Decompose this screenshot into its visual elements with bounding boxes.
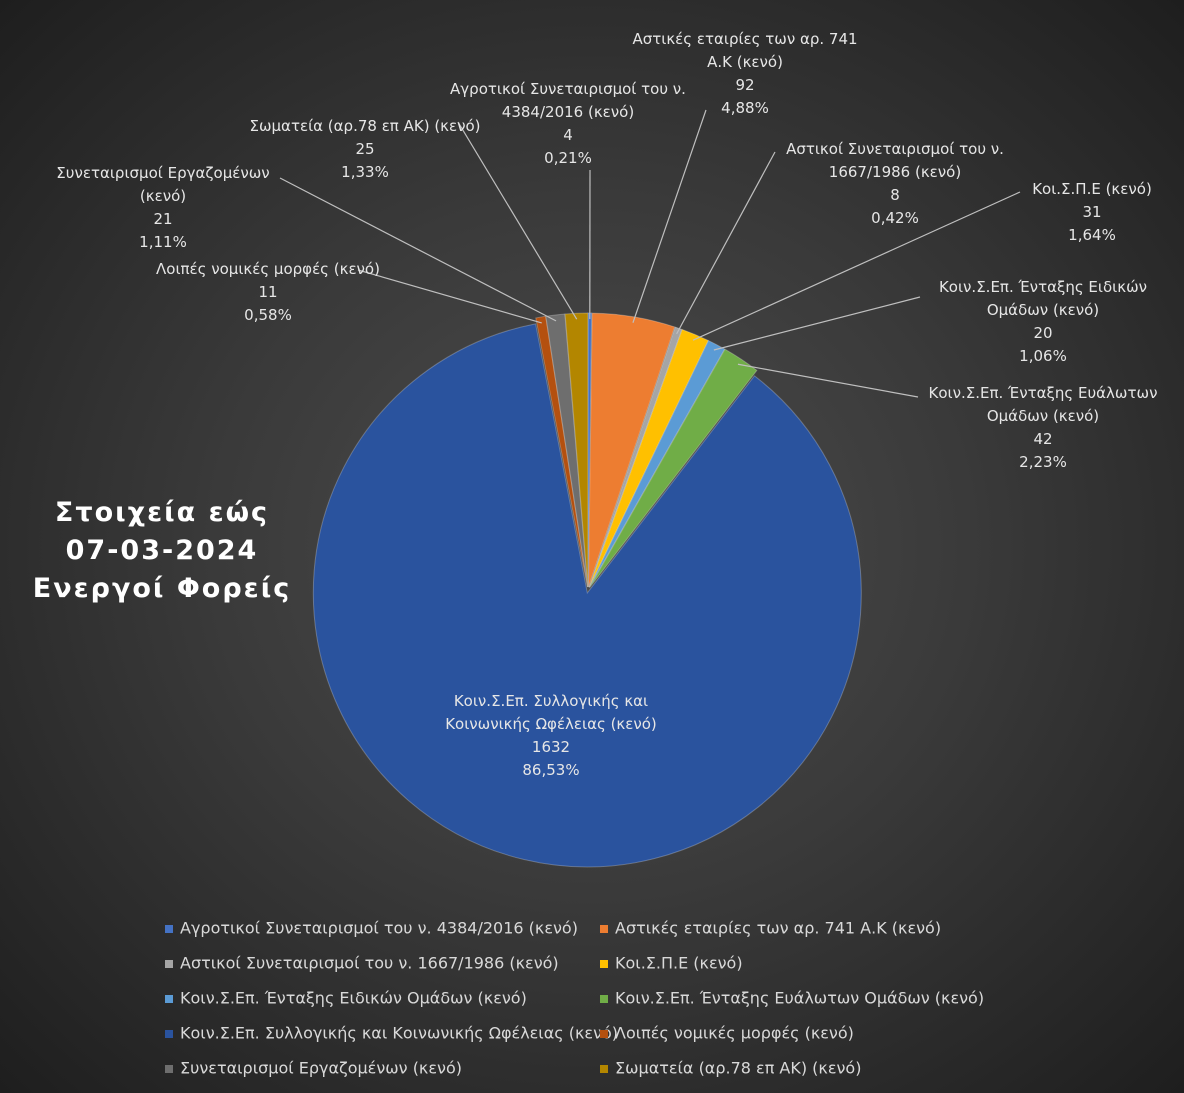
leader-line: [632, 109, 707, 323]
legend-label: Λοιπές νομικές μορφές (κενό): [615, 1024, 854, 1043]
legend-marker: [600, 925, 608, 933]
pie-slice: [587, 312, 676, 588]
leader-line: [357, 269, 542, 324]
data-label-name: Κοι.Σ.Π.Ε (κενό): [1032, 180, 1152, 198]
legend-marker: [165, 925, 173, 933]
legend-marker: [165, 995, 173, 1003]
legend-label: Κοι.Σ.Π.Ε (κενό): [615, 954, 743, 973]
pie-slice: [588, 339, 726, 588]
data-label-name: Κοιν.Σ.Επ. Συλλογικής και Κοινωνικής Ωφέ…: [445, 692, 657, 733]
leader-line: [713, 296, 921, 351]
legend-marker: [600, 1030, 608, 1038]
data-label-percent: 1,33%: [341, 163, 389, 181]
data-label-name: Κοιν.Σ.Επ. Ένταξης Ειδικών Ομάδων (κενό): [938, 278, 1148, 319]
legend-marker: [165, 960, 173, 968]
legend-label: Αστικοί Συνεταιρισμοί του ν. 1667/1986 (…: [180, 954, 559, 973]
data-label: Αστικοί Συνεταιρισμοί του ν. 1667/1986 (…: [775, 138, 1015, 230]
leader-line: [279, 177, 557, 322]
data-label-value: 31: [1082, 203, 1102, 221]
legend-marker: [600, 960, 608, 968]
legend-marker: [600, 1065, 608, 1073]
leader-line: [692, 191, 1021, 341]
legend-label: Αστικές εταιρίες των αρ. 741 Α.Κ (κενό): [615, 919, 941, 938]
data-label-value: 21: [153, 210, 173, 228]
data-label: Κοιν.Σ.Επ. Συλλογικής και Κοινωνικής Ωφέ…: [421, 690, 681, 782]
data-label-name: Αγροτικοί Συνεταιρισμοί του ν. 4384/2016…: [450, 80, 686, 121]
data-label-percent: 86,53%: [522, 761, 580, 779]
data-label-name: Συνεταιρισμοί Εργαζομένων (κενό): [56, 164, 270, 205]
data-label: Αστικές εταιρίες των αρ. 741 Α.Κ (κενό) 9…: [625, 28, 865, 120]
data-label-value: 4: [563, 126, 573, 144]
pie-slice: [535, 315, 588, 588]
legend-marker: [600, 995, 608, 1003]
chart-title: Στοιχεία εώς: [54, 497, 270, 528]
pie-slice: [588, 326, 683, 588]
data-label-percent: 0,42%: [871, 209, 919, 227]
chart-title: Ενεργοί Φορείς: [32, 573, 292, 604]
legend-label: Αγροτικοί Συνεταιρισμοί του ν. 4384/2016…: [180, 919, 578, 938]
data-label-percent: 4,88%: [721, 99, 769, 117]
data-label-value: 8: [890, 186, 900, 204]
data-label-value: 92: [735, 76, 755, 94]
data-label: Κοιν.Σ.Επ. Ένταξης Ευάλωτων Ομάδων (κενό…: [923, 382, 1163, 474]
data-label-percent: 1,64%: [1068, 226, 1116, 244]
legend-label: Κοιν.Σ.Επ. Συλλογικής και Κοινωνικής Ωφέ…: [180, 1024, 618, 1043]
pie-slice: [312, 323, 862, 868]
pie-slice: [564, 312, 589, 588]
data-label-name: Λοιπές νομικές μορφές (κενό): [156, 260, 380, 278]
data-label-percent: 1,11%: [139, 233, 187, 251]
data-label-percent: 2,23%: [1019, 453, 1067, 471]
data-label: Κοι.Σ.Π.Ε (κενό) 31 1,64%: [972, 178, 1184, 247]
data-label-value: 42: [1033, 430, 1053, 448]
data-label: Αγροτικοί Συνεταιρισμοί του ν. 4384/2016…: [448, 78, 688, 170]
data-label-value: 20: [1033, 324, 1053, 342]
pie-slice: [588, 328, 709, 588]
pie-slice: [589, 348, 758, 588]
chart-title: 07-03-2024: [65, 535, 259, 566]
leader-line: [737, 363, 919, 398]
data-label-percent: 0,21%: [544, 149, 592, 167]
leader-line: [457, 121, 578, 320]
data-label-name: Αστικές εταιρίες των αρ. 741 Α.Κ (κενό): [632, 30, 858, 71]
data-label: Σωματεία (αρ.78 επ ΑΚ) (κενό) 25 1,33%: [245, 115, 485, 184]
data-label: Λοιπές νομικές μορφές (κενό) 11 0,58%: [148, 258, 388, 327]
leader-line: [676, 151, 776, 335]
data-label-name: Σωματεία (αρ.78 επ ΑΚ) (κενό): [249, 117, 481, 135]
data-label-value: 1632: [531, 738, 571, 756]
legend-label: Σωματεία (αρ.78 επ ΑΚ) (κενό): [615, 1059, 861, 1078]
data-label: Κοιν.Σ.Επ. Ένταξης Ειδικών Ομάδων (κενό)…: [923, 276, 1163, 368]
data-label: Συνεταιρισμοί Εργαζομένων (κενό) 21 1,11%: [43, 162, 283, 254]
data-label-value: 11: [258, 283, 278, 301]
data-label-name: Κοιν.Σ.Επ. Ένταξης Ευάλωτων Ομάδων (κενό…: [928, 384, 1158, 425]
data-label-percent: 1,06%: [1019, 347, 1067, 365]
legend-label: Κοιν.Σ.Επ. Ένταξης Ειδικών Ομάδων (κενό): [180, 989, 527, 1008]
legend-label: Κοιν.Σ.Επ. Ένταξης Ευάλωτων Ομάδων (κενό…: [615, 989, 984, 1008]
data-label-percent: 0,58%: [244, 306, 292, 324]
legend-label: Συνεταιρισμοί Εργαζομένων (κενό): [180, 1059, 462, 1078]
data-label-name: Αστικοί Συνεταιρισμοί του ν. 1667/1986 (…: [786, 140, 1004, 181]
data-label-value: 25: [355, 140, 375, 158]
legend-marker: [165, 1030, 173, 1038]
legend-marker: [165, 1065, 173, 1073]
